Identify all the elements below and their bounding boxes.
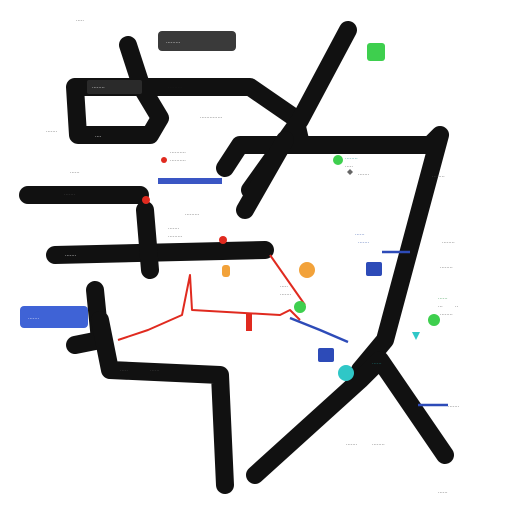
green-dot-marker-3[interactable] — [428, 314, 440, 326]
road-mid-loop — [216, 126, 449, 379]
label-l22: ········ — [440, 265, 453, 271]
road-lower-right-diag — [246, 351, 454, 484]
blue-segment-bar — [158, 178, 222, 184]
label-l16: ····· — [345, 164, 353, 170]
pill-left-label: ······· — [28, 316, 40, 322]
label-l01: ····· — [76, 18, 84, 24]
route-red — [117, 254, 306, 341]
road-center-vertical — [136, 201, 159, 279]
label-l03: ········· — [168, 85, 183, 91]
label-l07: ·········· — [170, 150, 186, 156]
map-labels: ····· ········ ········· ·············· … — [46, 18, 460, 496]
label-l18: ········ — [432, 174, 445, 180]
label-l23: ····· — [280, 284, 288, 290]
red-dot-marker-3[interactable] — [161, 157, 167, 163]
orange-pin-marker[interactable] — [222, 265, 230, 277]
pill-top[interactable]: ········· — [158, 31, 236, 51]
road-label-box — [87, 80, 142, 94]
label-l13: ········· — [168, 234, 183, 240]
orange-dot-marker[interactable] — [299, 262, 315, 278]
green-dot-marker[interactable] — [333, 155, 343, 165]
red-dot-marker[interactable] — [142, 196, 150, 204]
label-l29: ····· — [120, 368, 128, 374]
road-lower-long — [91, 311, 234, 494]
red-bar-marker — [246, 313, 252, 331]
label-l05: ······· — [46, 129, 58, 135]
label-l21: ········ — [442, 240, 455, 246]
label-l12: ······· — [168, 226, 180, 232]
label-l20: ······· — [358, 240, 370, 246]
pill-left[interactable]: ······· — [20, 306, 88, 328]
label-l30: ······ — [150, 368, 160, 374]
label-l02: ········ — [92, 85, 105, 91]
label-l08: ·········· — [170, 158, 186, 164]
teal-dot-marker[interactable] — [338, 365, 354, 381]
label-l28: ········ — [440, 312, 453, 318]
road-network — [19, 21, 454, 494]
label-l11: ········· — [185, 212, 200, 218]
label-l26: ··· — [438, 304, 443, 310]
label-l27: ·· — [455, 304, 459, 310]
heart-icon — [347, 169, 353, 175]
label-l25: ······ — [438, 296, 448, 302]
label-l15: ········ — [345, 156, 358, 162]
label-l35: ······ — [438, 490, 448, 496]
label-l31: ······ — [372, 361, 382, 367]
label-l09: ······ — [70, 170, 80, 176]
label-l04: ·············· — [200, 115, 223, 121]
label-l06: ···· — [95, 134, 102, 140]
green-square-marker[interactable] — [367, 43, 385, 61]
teal-pin-marker[interactable] — [412, 332, 420, 340]
blue-stop-icon-2[interactable] — [318, 348, 334, 362]
label-l17: ······· — [358, 172, 370, 178]
pill-top-label: ········· — [166, 40, 181, 46]
blue-stop-icon[interactable] — [366, 262, 382, 276]
label-l10: ······· — [64, 192, 76, 198]
markers — [142, 43, 440, 381]
green-dot-marker-2[interactable] — [294, 301, 306, 313]
label-l19: ······ — [355, 232, 365, 238]
road-center-horizontal — [46, 241, 274, 264]
label-l32: ······· — [448, 404, 460, 410]
label-l34: ········ — [372, 442, 385, 448]
road-top-curve — [66, 36, 309, 149]
label-l24: ······· — [280, 292, 292, 298]
red-dot-marker-2[interactable] — [219, 236, 227, 244]
road-mid-diagonal — [236, 131, 294, 219]
label-l14: ······· — [65, 253, 77, 259]
label-l33: ······· — [346, 442, 358, 448]
